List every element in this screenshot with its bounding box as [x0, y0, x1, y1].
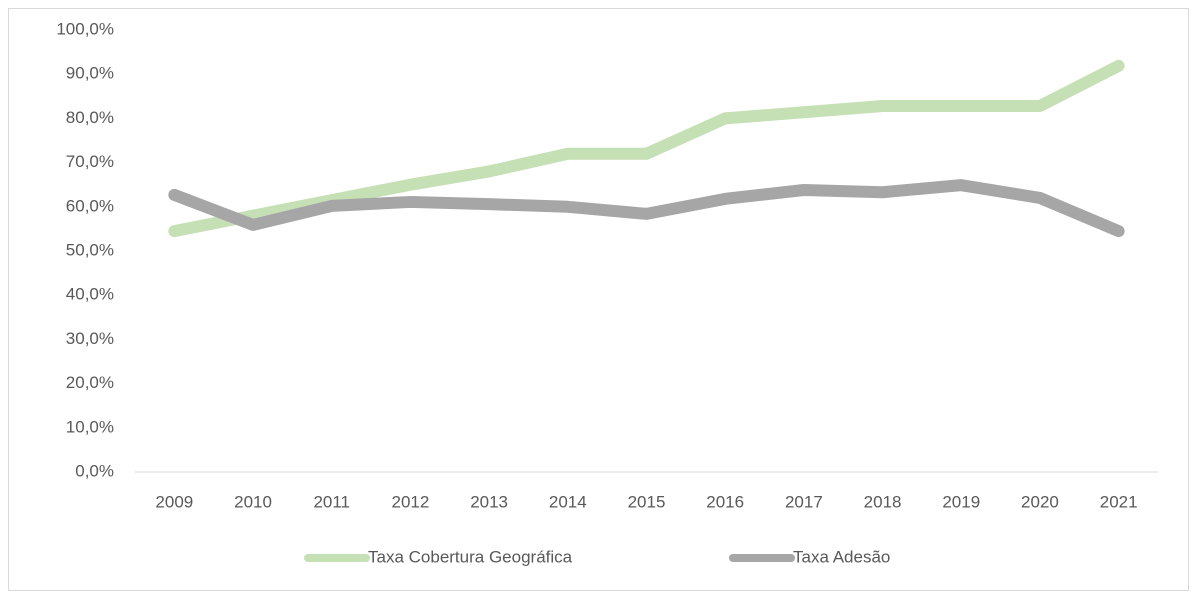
- series-line: [168, 179, 1125, 238]
- x-tick-label: 2015: [628, 492, 666, 511]
- y-tick-label: 20,0%: [66, 373, 114, 392]
- x-tick-label: 2012: [392, 492, 430, 511]
- x-tick-label: 2017: [785, 492, 823, 511]
- x-tick-label: 2020: [1021, 492, 1059, 511]
- y-tick-label: 100,0%: [56, 19, 114, 38]
- x-tick-label: 2013: [470, 492, 508, 511]
- x-tick-label: 2010: [234, 492, 272, 511]
- y-tick-label: 10,0%: [66, 417, 114, 436]
- x-tick-label: 2014: [549, 492, 587, 511]
- x-tick-label: 2019: [942, 492, 980, 511]
- y-tick-label: 30,0%: [66, 329, 114, 348]
- y-tick-label: 50,0%: [66, 240, 114, 259]
- y-tick-label: 80,0%: [66, 108, 114, 127]
- legend-label: Taxa Cobertura Geográfica: [368, 547, 573, 566]
- y-tick-label: 90,0%: [66, 64, 114, 83]
- x-tick-label: 2021: [1100, 492, 1138, 511]
- y-tick-label: 70,0%: [66, 152, 114, 171]
- x-tick-label: 2011: [313, 492, 350, 511]
- y-tick-label: 60,0%: [66, 196, 114, 215]
- y-tick-label: 0,0%: [75, 461, 114, 480]
- x-tick-label: 2018: [864, 492, 902, 511]
- x-tick-label: 2016: [706, 492, 744, 511]
- y-tick-label: 40,0%: [66, 285, 114, 304]
- legend-label: Taxa Adesão: [793, 547, 890, 566]
- x-tick-label: 2009: [155, 492, 193, 511]
